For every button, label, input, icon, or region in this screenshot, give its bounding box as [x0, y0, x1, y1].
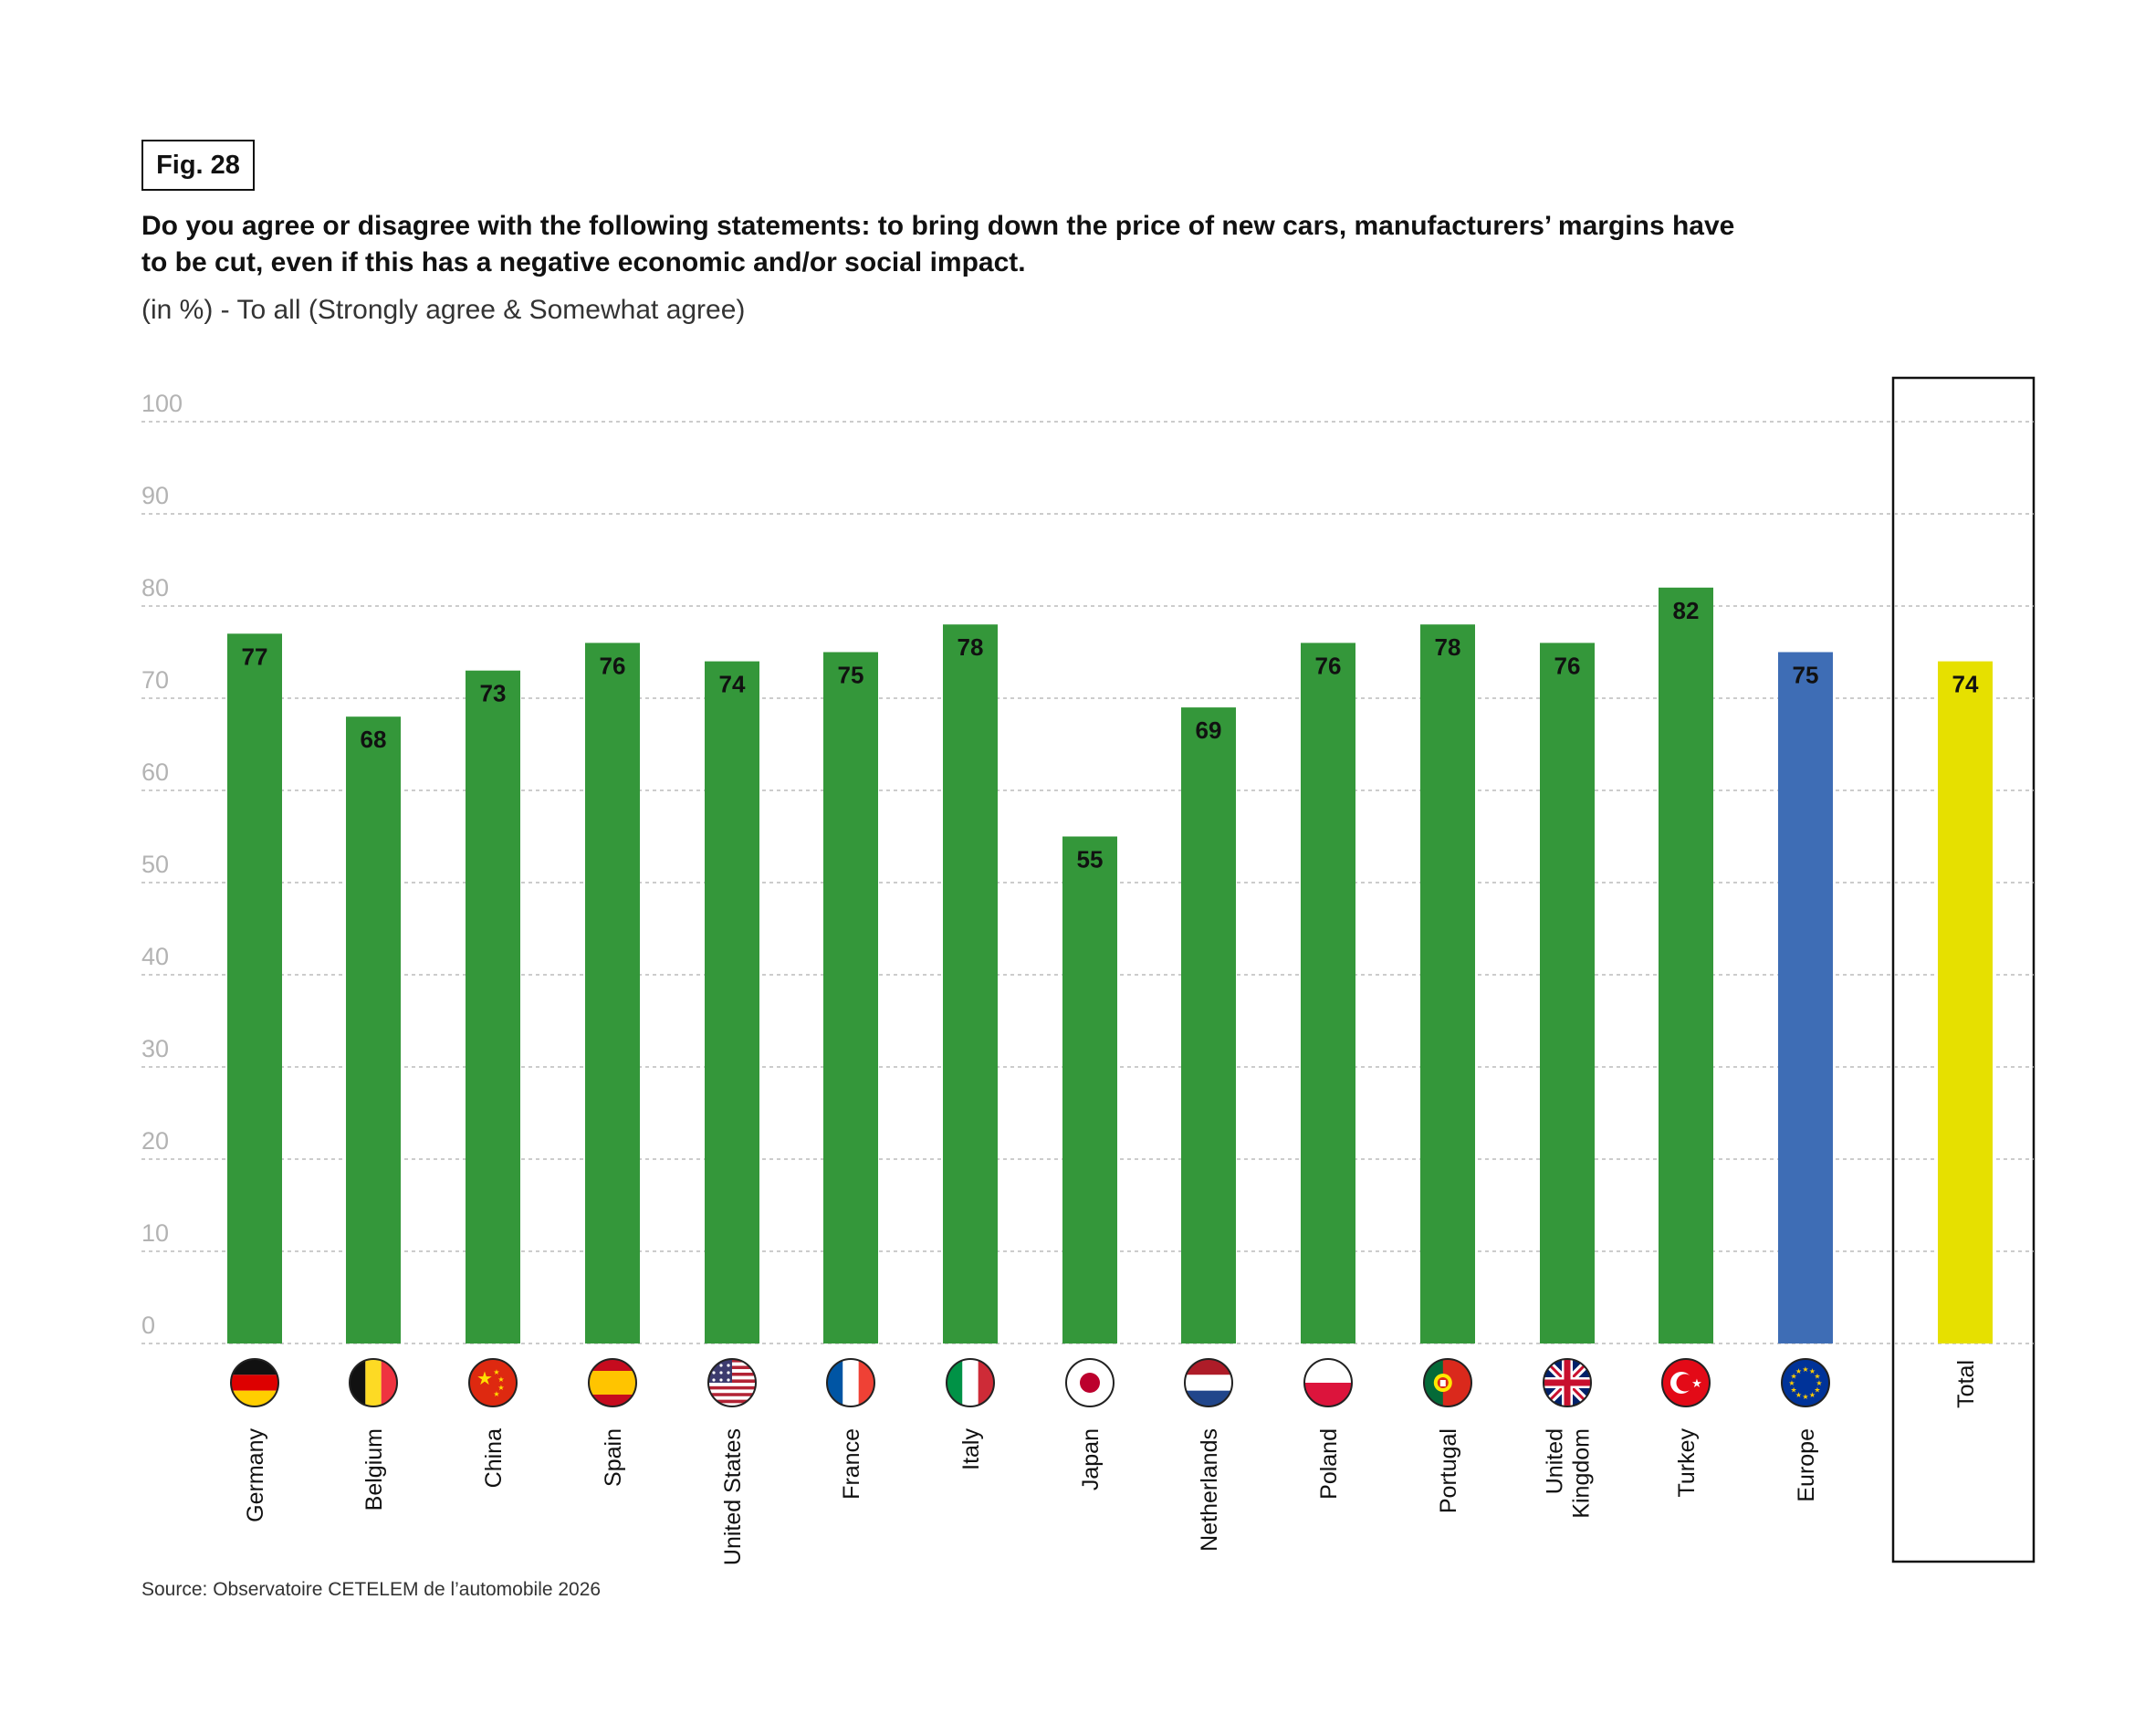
data-label: 75 [1793, 662, 1819, 689]
x-axis-label: Turkey [1674, 1428, 1700, 1498]
x-axis-label: Germany [243, 1428, 268, 1522]
data-label: 69 [1196, 716, 1222, 744]
chart-subtitle: (in %) - To all (Strongly agree & Somewh… [141, 295, 746, 325]
bar-france [823, 652, 878, 1343]
x-axis-label: Netherlands [1197, 1428, 1222, 1552]
bar-italy [943, 624, 998, 1343]
y-tick-label: 100 [141, 390, 183, 417]
data-label: 78 [1435, 633, 1461, 661]
data-label: 77 [242, 643, 268, 670]
china-flag-icon: ★ ★★★★ [468, 1358, 518, 1407]
y-tick-label: 60 [141, 758, 169, 786]
bar-portugal [1420, 624, 1475, 1343]
y-tick-label: 0 [141, 1312, 155, 1339]
data-label: 68 [361, 726, 387, 753]
y-tick-label: 50 [141, 851, 169, 878]
data-label: 76 [1315, 652, 1342, 679]
chart-title: Do you agree or disagree with the follow… [141, 211, 1735, 277]
x-axis-label: France [839, 1428, 864, 1500]
belgium-flag-icon [349, 1358, 398, 1407]
data-label: 76 [1554, 652, 1581, 679]
x-axis-label: United [1543, 1428, 1568, 1494]
svg-text:★: ★ [497, 1384, 504, 1392]
france-flag-icon [826, 1358, 875, 1407]
data-label: 74 [719, 671, 746, 698]
europe-flag-icon: ★★★★★★★★★ ★ ★★ [1781, 1358, 1830, 1407]
y-tick-label: 30 [141, 1035, 169, 1062]
figure-label: Fig. 28 [141, 140, 255, 191]
bar-netherlands [1181, 707, 1236, 1343]
svg-text:★: ★ [1802, 1393, 1808, 1401]
x-axis-label: Europe [1794, 1428, 1819, 1502]
bar-united-kingdom [1540, 643, 1595, 1343]
bar-poland [1301, 643, 1355, 1343]
bar-germany [227, 633, 282, 1343]
x-axis-label: Total [1953, 1360, 1979, 1408]
bar-spain [585, 643, 640, 1343]
bar-europe [1778, 652, 1833, 1343]
data-label: 78 [958, 633, 984, 661]
x-axis-label: Poland [1316, 1428, 1342, 1500]
portugal-flag-icon [1423, 1358, 1472, 1407]
data-label: 73 [480, 680, 507, 707]
x-axis-label: Kingdom [1569, 1428, 1595, 1519]
italy-flag-icon [946, 1358, 995, 1407]
svg-text:★: ★ [493, 1390, 499, 1398]
y-tick-label: 90 [141, 482, 169, 509]
y-tick-label: 40 [141, 943, 169, 970]
bar-total [1938, 661, 1993, 1343]
bar-united-states [705, 661, 759, 1343]
y-tick-label: 20 [141, 1127, 169, 1155]
y-tick-label: 70 [141, 666, 169, 694]
spain-flag-icon [588, 1358, 637, 1407]
data-label: 55 [1077, 846, 1104, 873]
svg-text:★: ★ [1691, 1376, 1702, 1390]
svg-text:★: ★ [1788, 1379, 1795, 1387]
svg-text:★: ★ [476, 1369, 493, 1389]
svg-text:★: ★ [1814, 1386, 1820, 1395]
data-label: 74 [1952, 671, 1979, 698]
y-tick-label: 80 [141, 574, 169, 601]
bar-china [466, 670, 520, 1343]
svg-text:★: ★ [497, 1375, 504, 1384]
svg-text:★: ★ [1816, 1379, 1822, 1387]
bar-japan [1062, 836, 1117, 1343]
united-states-flag-icon [707, 1358, 757, 1407]
germany-flag-icon [230, 1358, 279, 1407]
x-axis-label: Portugal [1436, 1428, 1461, 1513]
svg-text:★: ★ [493, 1368, 499, 1376]
japan-flag-icon [1065, 1358, 1115, 1407]
bar-turkey [1659, 587, 1713, 1343]
source-note: Source: Observatoire CETELEM de l’automo… [141, 1579, 602, 1600]
data-label: 82 [1673, 597, 1700, 624]
x-axis-label: Italy [958, 1428, 984, 1470]
data-label: 75 [838, 662, 864, 689]
x-axis-label: China [481, 1428, 507, 1488]
netherlands-flag-icon [1184, 1358, 1233, 1407]
x-axis-label: Belgium [361, 1428, 387, 1511]
svg-text:★: ★ [1809, 1367, 1816, 1375]
x-axis-label: Japan [1078, 1428, 1104, 1490]
svg-text:★: ★ [1790, 1386, 1796, 1395]
poland-flag-icon [1303, 1358, 1353, 1407]
data-label: 76 [600, 652, 626, 679]
united-kingdom-flag-icon [1543, 1358, 1592, 1407]
svg-text:★: ★ [1795, 1391, 1802, 1399]
total-highlight-box [1891, 376, 2036, 1563]
svg-text:★: ★ [1795, 1367, 1802, 1375]
svg-text:★: ★ [1790, 1373, 1796, 1381]
turkey-flag-icon: ★ [1661, 1358, 1711, 1407]
svg-text:★: ★ [1809, 1391, 1816, 1399]
bar-belgium [346, 716, 401, 1343]
y-tick-label: 10 [141, 1219, 169, 1247]
x-axis-label: United States [720, 1428, 746, 1565]
x-axis-label: Spain [601, 1428, 626, 1487]
svg-text:★: ★ [1814, 1373, 1820, 1381]
svg-text:★: ★ [1802, 1365, 1808, 1374]
